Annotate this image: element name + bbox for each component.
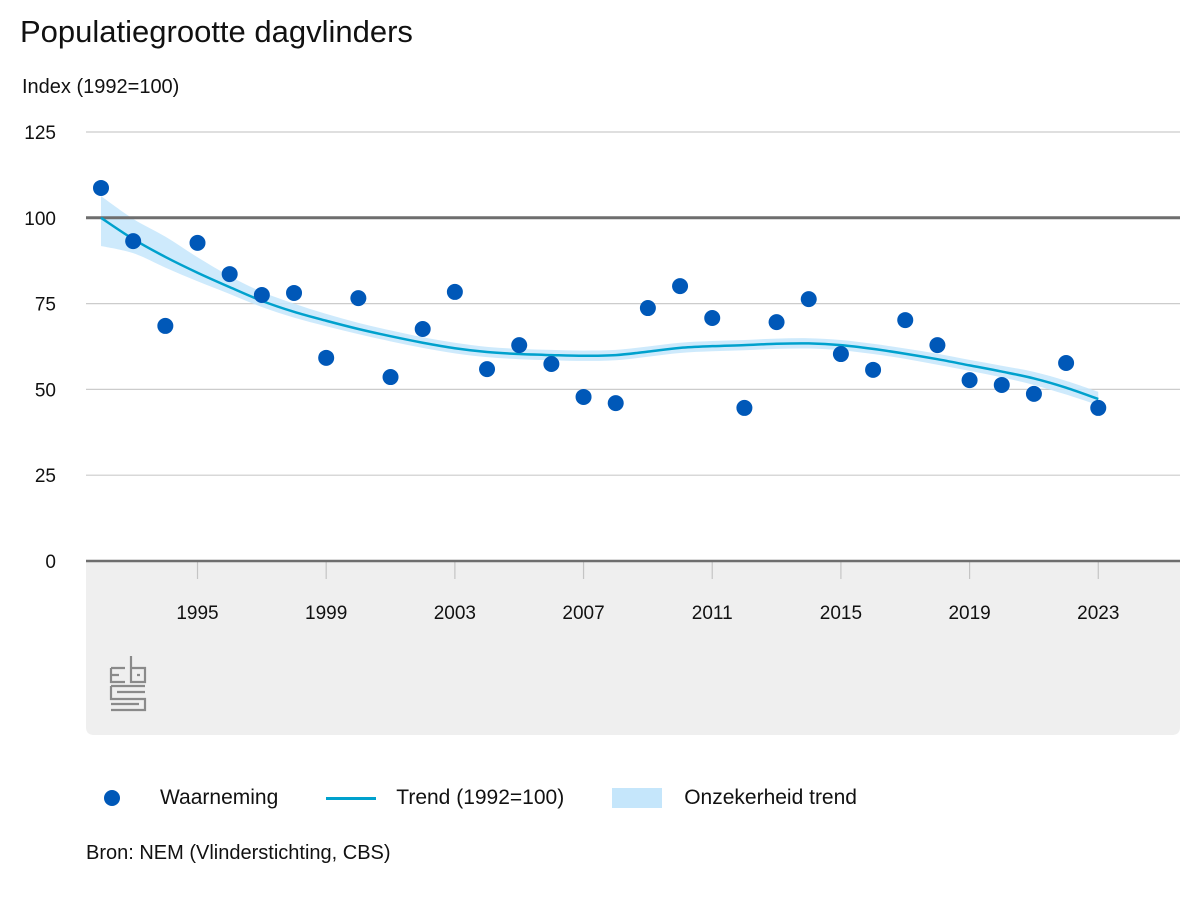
- x-axis-panel: [86, 561, 1180, 735]
- x-tick-label: 2023: [1077, 603, 1119, 624]
- observation-points: [93, 179, 1107, 416]
- observation-point: [1090, 399, 1107, 416]
- x-ticks: 1995 1999 2003 2007 2011 2015 2019 2023: [176, 562, 1119, 624]
- x-tick-label: 2011: [692, 603, 733, 624]
- observation-point: [446, 283, 463, 300]
- y-tick-label: 50: [35, 380, 56, 401]
- observation-point: [414, 320, 431, 337]
- y-axis-label: Index (1992=100): [22, 76, 180, 98]
- x-tick-label: 1995: [176, 603, 218, 624]
- uncertainty-band: [101, 196, 1099, 406]
- observation-point: [865, 361, 882, 378]
- cbs-logo: [109, 656, 147, 712]
- y-tick-label: 25: [35, 466, 56, 487]
- observation-point: [607, 395, 624, 412]
- trend-line: [100, 216, 1099, 401]
- legend-item-uncertainty: Onzekerheid trend: [612, 786, 857, 810]
- observation-point: [639, 300, 656, 317]
- observation-point: [93, 179, 109, 196]
- observation-point: [929, 337, 946, 354]
- legend-label-observation: Waarneming: [160, 786, 279, 809]
- observation-point: [221, 266, 238, 283]
- x-tick-label: 2007: [562, 603, 604, 624]
- x-tick-label: 2003: [434, 603, 476, 624]
- x-tick-label: 2015: [820, 603, 862, 624]
- legend: Waarneming Trend (1992=100) Onzekerheid …: [100, 784, 905, 812]
- observation-point: [1025, 385, 1042, 402]
- observation-point: [800, 291, 817, 308]
- observation-point: [897, 312, 914, 329]
- observation-point: [318, 349, 335, 366]
- observation-point: [350, 290, 367, 307]
- observation-point: [543, 356, 560, 373]
- y-tick-label: 0: [45, 552, 56, 573]
- legend-label-trend: Trend (1992=100): [396, 786, 565, 809]
- y-tick-label: 125: [24, 123, 56, 144]
- observation-point: [768, 314, 785, 331]
- y-tick-labels: 0 25 50 75 100 125: [24, 123, 56, 573]
- observation-point: [736, 399, 753, 416]
- observation-point: [704, 310, 721, 327]
- legend-label-uncertainty: Onzekerheid trend: [684, 786, 857, 809]
- observation-point: [479, 361, 496, 378]
- observation-point: [253, 287, 270, 304]
- observation-point: [286, 284, 303, 301]
- y-tick-label: 75: [35, 295, 56, 316]
- source-note: Bron: NEM (Vlinderstichting, CBS): [86, 842, 391, 864]
- observation-point: [1058, 354, 1075, 371]
- observation-point: [125, 233, 142, 250]
- observation-marker-icon: [104, 790, 120, 806]
- observation-point: [511, 337, 528, 354]
- x-tick-label: 2019: [948, 603, 990, 624]
- y-tick-label: 100: [24, 209, 56, 230]
- observation-point: [382, 369, 399, 386]
- observation-point: [157, 317, 174, 334]
- observation-point: [993, 376, 1010, 393]
- observation-point: [832, 346, 849, 363]
- observation-point: [961, 372, 978, 389]
- observation-point: [575, 388, 592, 405]
- observation-point: [672, 278, 689, 295]
- legend-item-trend: Trend (1992=100): [326, 786, 564, 810]
- x-tick-label: 1999: [305, 603, 347, 624]
- chart-title: Populatiegrootte dagvlinders: [20, 14, 413, 49]
- observation-point: [189, 234, 206, 251]
- trend-line-icon: [326, 796, 377, 800]
- gridlines: [86, 131, 1180, 476]
- uncertainty-band-icon: [612, 788, 663, 808]
- legend-item-observation: Waarneming: [100, 786, 278, 810]
